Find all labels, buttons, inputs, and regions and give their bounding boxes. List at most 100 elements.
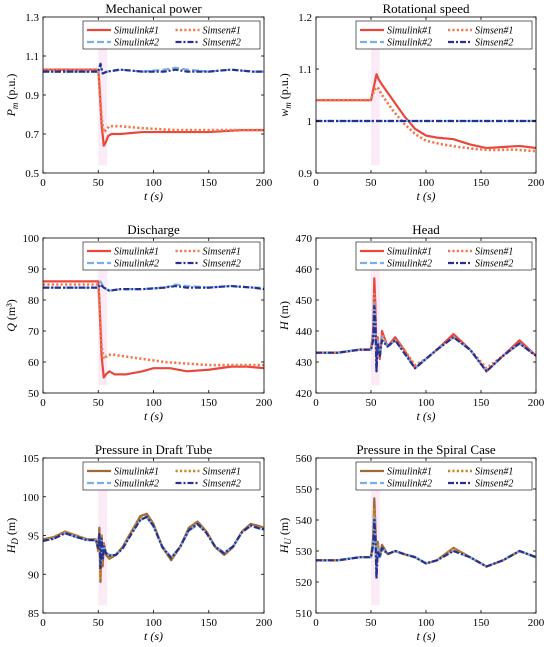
legend-label: Simulink#1 — [114, 26, 159, 37]
x-tick-label: 100 — [145, 397, 162, 409]
x-tick-label: 150 — [201, 397, 218, 409]
series-line-simsen-1 — [316, 85, 536, 153]
x-tick-label: 0 — [313, 397, 319, 409]
x-tick-label: 100 — [418, 177, 435, 189]
series-line-simulink-2 — [316, 302, 536, 373]
chart-title: Pressure in the Spiral Case — [356, 442, 496, 457]
series-line-simsen-2 — [43, 62, 264, 75]
series-group — [43, 280, 264, 379]
legend-label: Simsen#1 — [203, 247, 241, 258]
y-tick-label: 95 — [28, 531, 40, 543]
legend-label: Simulink#2 — [387, 259, 432, 270]
y-tick-label: 1 — [307, 116, 313, 128]
x-axis-label: t (s) — [417, 629, 436, 643]
y-tick-label: 0.5 — [25, 168, 39, 180]
series-line-simulink-1 — [43, 68, 264, 147]
x-axis-label: t (s) — [144, 629, 163, 643]
y-axis-label: HD (m) — [4, 518, 20, 555]
legend-label: Simsen#2 — [203, 259, 241, 270]
legend-label: Simsen#2 — [475, 259, 513, 270]
x-tick-label: 0 — [40, 397, 46, 409]
chart-panel-2: 0 50 100 150 200 0.9 1 1.1 1.2 Rotational speed t … — [277, 1, 545, 203]
y-tick-label: 450 — [296, 295, 313, 307]
x-tick-label: 50 — [93, 397, 105, 409]
series-line-simulink-1 — [316, 73, 536, 150]
x-tick-label: 150 — [473, 177, 490, 189]
y-tick-label: 80 — [28, 295, 40, 307]
legend-box — [82, 241, 261, 271]
legend-label: Simulink#1 — [114, 467, 159, 478]
x-tick-label: 150 — [473, 617, 490, 629]
x-tick-label: 50 — [93, 617, 105, 629]
y-axis-label: Q (m³) — [4, 299, 18, 332]
series-line-simulink-1 — [43, 280, 264, 379]
y-tick-label: 50 — [28, 388, 40, 400]
x-axis-label: t (s) — [144, 409, 163, 423]
y-axis-label: wm (p.u.) — [277, 73, 293, 117]
x-tick-label: 100 — [145, 617, 162, 629]
x-tick-label: 200 — [528, 177, 545, 189]
chart-title: Discharge — [127, 222, 180, 237]
y-tick-label: 100 — [23, 233, 40, 245]
y-tick-label: 0.9 — [298, 168, 312, 180]
y-axis-label: H (m) — [277, 301, 291, 331]
legend-label: Simulink#2 — [387, 479, 432, 490]
y-tick-label: 440 — [296, 326, 313, 338]
y-tick-label: 420 — [296, 388, 313, 400]
y-tick-label: 0.7 — [25, 129, 39, 141]
x-tick-label: 50 — [93, 177, 105, 189]
legend-label: Simulink#2 — [114, 479, 159, 490]
y-tick-label: 540 — [296, 515, 313, 527]
series-line-simsen-1 — [43, 514, 264, 580]
y-tick-label: 460 — [296, 264, 313, 276]
y-tick-label: 60 — [28, 357, 40, 369]
chart-panel-5: 0 50 100 150 200 85 90 95 100 105 Pressure in Draf… — [4, 442, 273, 643]
x-tick-label: 50 — [366, 177, 378, 189]
x-tick-label: 100 — [418, 617, 435, 629]
x-tick-label: 150 — [201, 617, 218, 629]
x-tick-label: 0 — [40, 617, 46, 629]
y-axis-label: Pm (p.u.) — [4, 74, 20, 118]
legend-label: Simsen#1 — [475, 26, 513, 37]
legend-label: Simsen#2 — [203, 38, 241, 49]
y-tick-label: 510 — [296, 608, 313, 620]
legend-box — [82, 461, 261, 491]
x-tick-label: 50 — [366, 397, 378, 409]
series-line-simsen-1 — [43, 283, 264, 367]
legend-label: Simulink#1 — [387, 247, 432, 258]
y-tick-label: 530 — [296, 546, 313, 558]
transient-band — [98, 24, 108, 166]
y-tick-label: 560 — [296, 453, 313, 465]
legend-label: Simsen#2 — [203, 479, 241, 490]
legend-label: Simsen#1 — [203, 467, 241, 478]
x-axis-label: t (s) — [417, 189, 436, 203]
y-axis-label: HU (m) — [277, 518, 293, 555]
series-group — [43, 62, 264, 147]
y-tick-label: 70 — [28, 326, 40, 338]
legend-label: Simulink#1 — [387, 26, 432, 37]
x-tick-label: 0 — [40, 177, 46, 189]
x-tick-label: 50 — [366, 617, 378, 629]
x-tick-label: 200 — [528, 617, 545, 629]
y-tick-label: 1.2 — [298, 12, 312, 24]
y-tick-label: 520 — [296, 577, 313, 589]
y-tick-label: 550 — [296, 484, 313, 496]
series-line-simulink-2 — [316, 515, 536, 577]
x-tick-label: 0 — [313, 177, 319, 189]
chart-panel-6: 0 50 100 150 200 510 520 530 540 550 560 Pressure i… — [277, 442, 545, 643]
y-tick-label: 100 — [23, 492, 40, 504]
y-tick-label: 0.9 — [25, 90, 39, 102]
series-line-simsen-2 — [43, 515, 264, 570]
legend-box — [355, 241, 533, 271]
series-line-simsen-2 — [316, 518, 536, 580]
chart-title: Rotational speed — [382, 1, 470, 16]
transient-band — [371, 24, 380, 166]
x-axis-label: t (s) — [144, 189, 163, 203]
transient-band — [98, 245, 108, 386]
chart-title: Head — [412, 222, 440, 237]
y-tick-label: 1.1 — [25, 51, 39, 63]
x-tick-label: 0 — [313, 617, 319, 629]
legend-label: Simsen#1 — [475, 467, 513, 478]
